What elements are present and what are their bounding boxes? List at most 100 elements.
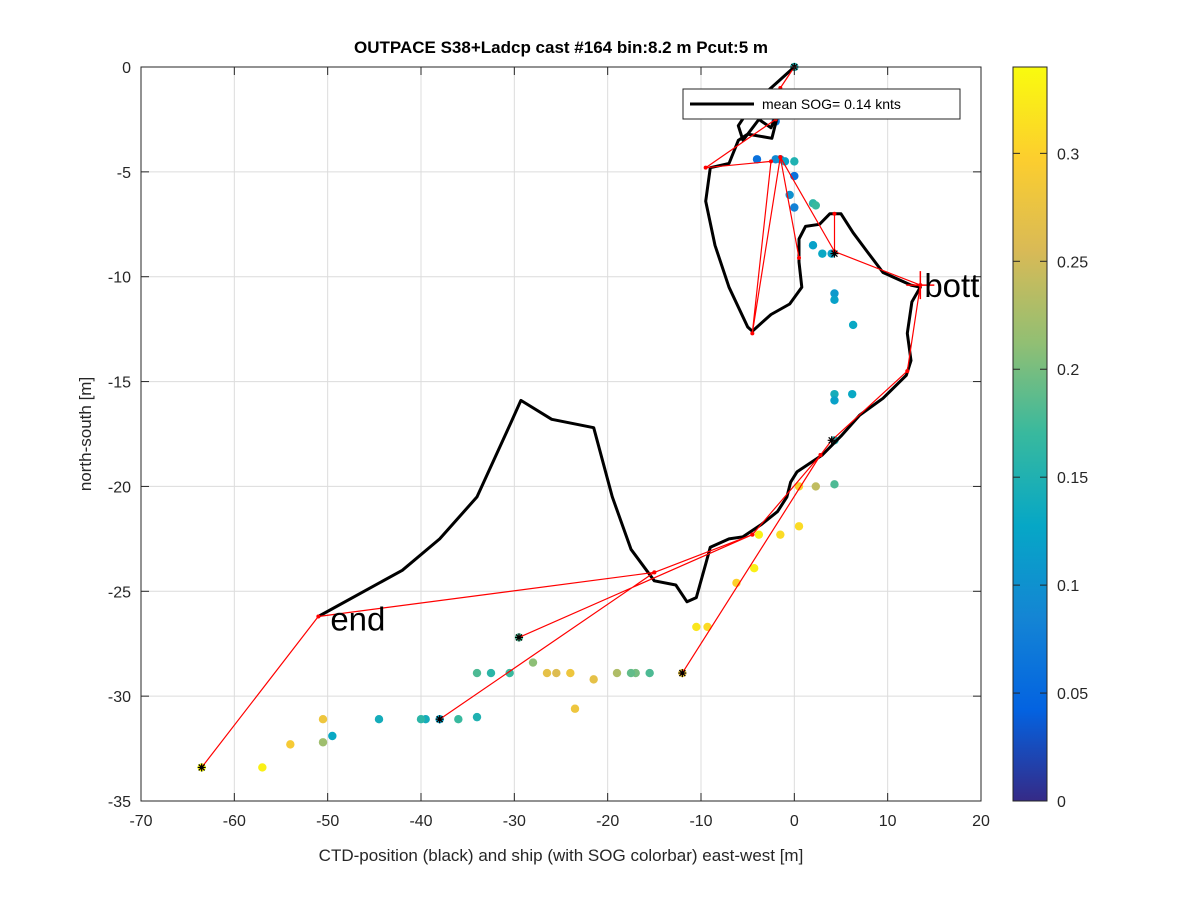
y-tick-label: -15 bbox=[108, 375, 131, 392]
ship-track-vertex bbox=[750, 532, 755, 537]
y-tick-label: 0 bbox=[122, 60, 131, 77]
position-marker bbox=[678, 669, 687, 678]
sog-point bbox=[790, 157, 799, 166]
bottom-marker bbox=[906, 271, 935, 300]
sog-point bbox=[790, 203, 799, 212]
sog-point bbox=[754, 530, 764, 539]
sog-point bbox=[318, 715, 328, 724]
position-marker bbox=[197, 763, 206, 772]
sog-point bbox=[528, 658, 538, 667]
colorbar-tick-label: 0.1 bbox=[1057, 578, 1079, 595]
x-tick-label: 0 bbox=[790, 813, 799, 830]
ship-track-vertex bbox=[652, 570, 657, 575]
sog-point bbox=[328, 731, 337, 741]
x-tick-label: -60 bbox=[223, 813, 246, 830]
axes-box bbox=[140, 66, 982, 802]
y-tick-label: -35 bbox=[108, 794, 131, 811]
ship-track-vertex bbox=[818, 452, 823, 457]
sog-point bbox=[830, 389, 839, 399]
ship-track-vertex bbox=[769, 159, 773, 164]
sog-point bbox=[776, 530, 785, 539]
y-tick-label: -30 bbox=[108, 689, 131, 706]
sog-point bbox=[794, 482, 804, 491]
sog-point bbox=[505, 668, 514, 678]
ship-track-vertex bbox=[703, 165, 708, 170]
y-tick-label: -10 bbox=[108, 270, 131, 287]
sog-point bbox=[818, 249, 827, 258]
sog-point bbox=[416, 715, 426, 724]
sog-point bbox=[612, 668, 622, 678]
colorbar: 0 0.05 0.1 0.15 0.2 0.25 0.3 bbox=[1012, 66, 1088, 811]
ship-track-vertex bbox=[832, 211, 837, 216]
x-tick-label: -10 bbox=[689, 813, 712, 830]
sog-point bbox=[552, 668, 561, 678]
sog-point bbox=[811, 482, 820, 491]
sog-point bbox=[808, 241, 818, 250]
colorbar-tick-label: 0.15 bbox=[1057, 470, 1088, 487]
sog-point bbox=[811, 201, 820, 210]
y-axis-title: north-south [m] bbox=[76, 377, 95, 491]
grid bbox=[141, 67, 981, 801]
annotation-bottom: bottom bbox=[924, 267, 1025, 304]
plot-area bbox=[141, 67, 981, 801]
sog-point bbox=[645, 668, 654, 678]
position-marker bbox=[827, 436, 836, 445]
sog-point bbox=[472, 668, 482, 678]
x-tick-label: -40 bbox=[409, 813, 432, 830]
x-tick-label: -30 bbox=[503, 813, 526, 830]
ticks: -70 -60 -50 -40 -30 -20 -10 0 10 20 0 -5 -10 -15 -20 -2… bbox=[108, 60, 990, 830]
ship-track-vertex bbox=[778, 155, 783, 160]
sog-point bbox=[454, 715, 463, 724]
sog-point bbox=[692, 622, 701, 632]
annotation-end: end bbox=[330, 600, 385, 637]
ship-track-vertex bbox=[750, 331, 755, 336]
colorbar-gradient bbox=[1012, 66, 1048, 802]
sog-point bbox=[486, 668, 496, 678]
ship-track-vertex bbox=[905, 369, 910, 374]
sog-point bbox=[258, 763, 267, 772]
sog-point bbox=[626, 668, 636, 678]
sog-point bbox=[830, 289, 839, 298]
y-tick-label: -20 bbox=[108, 479, 131, 496]
sog-point bbox=[286, 740, 295, 749]
sog-point bbox=[752, 155, 762, 164]
sog-point bbox=[374, 715, 384, 724]
ship-track-line bbox=[201, 66, 921, 768]
sog-point bbox=[780, 157, 790, 166]
sog-point bbox=[589, 675, 598, 684]
chart-title: OUTPACE S38+Ladcp cast #164 bin:8.2 m Pc… bbox=[354, 38, 768, 57]
ship-track-vertex bbox=[316, 614, 321, 619]
sog-point bbox=[830, 396, 839, 405]
x-tick-label: 10 bbox=[879, 813, 897, 830]
colorbar-tick-label: 0.05 bbox=[1057, 686, 1088, 703]
data-layer bbox=[197, 62, 935, 772]
x-tick-label: -20 bbox=[596, 813, 619, 830]
sog-point bbox=[750, 564, 759, 573]
y-tick-label: -5 bbox=[117, 165, 131, 182]
position-marker bbox=[515, 633, 523, 642]
sog-point bbox=[570, 704, 580, 713]
colorbar-tick-label: 0.2 bbox=[1057, 362, 1079, 379]
colorbar-tick-label: 0.25 bbox=[1057, 254, 1088, 271]
position-marker bbox=[830, 249, 839, 258]
ship-track-vertex bbox=[797, 255, 801, 260]
colorbar-tick-label: 0.3 bbox=[1057, 146, 1079, 163]
sog-point bbox=[318, 738, 328, 747]
sog-point bbox=[830, 295, 839, 304]
legend-entry: mean SOG= 0.14 knts bbox=[762, 96, 901, 112]
sog-point bbox=[848, 389, 857, 399]
sog-point bbox=[703, 622, 712, 632]
sog-point bbox=[566, 668, 575, 678]
x-tick-label: -70 bbox=[129, 813, 152, 830]
sog-point bbox=[542, 668, 552, 678]
sog-point bbox=[794, 522, 804, 531]
sog-point bbox=[848, 320, 858, 330]
colorbar-tick-label: 0 bbox=[1057, 794, 1066, 811]
position-marker bbox=[435, 715, 444, 724]
legend: mean SOG= 0.14 knts bbox=[682, 88, 961, 120]
sog-point bbox=[472, 712, 482, 722]
y-tick-label: -25 bbox=[108, 584, 131, 601]
x-tick-label: 20 bbox=[972, 813, 990, 830]
x-axis-title: CTD-position (black) and ship (with SOG … bbox=[319, 846, 804, 865]
